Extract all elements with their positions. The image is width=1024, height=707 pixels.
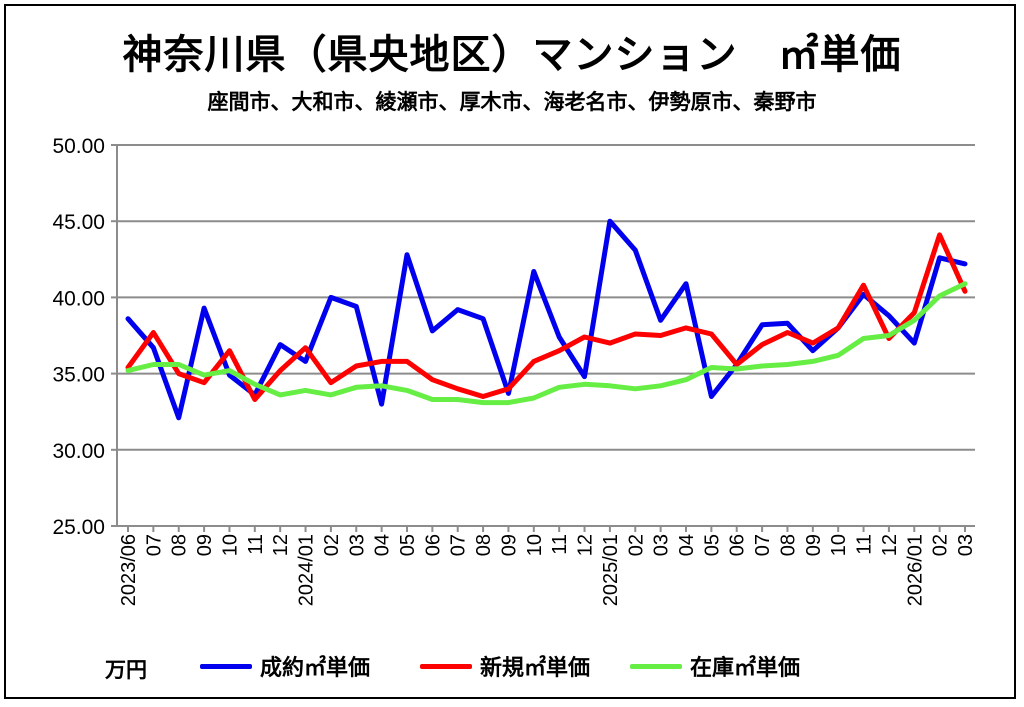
x-tick-label: 10 bbox=[828, 534, 850, 556]
series-line-2 bbox=[125, 281, 968, 406]
x-tick-label: 03 bbox=[955, 534, 977, 556]
chart-title: 神奈川県（県央地区）マンション ㎡単価 bbox=[122, 32, 902, 78]
x-tick-label: 09 bbox=[498, 534, 520, 556]
y-tick-label: 50.00 bbox=[52, 135, 105, 158]
legend-item-new: 新規㎡単価 bbox=[420, 650, 590, 682]
legend-swatch bbox=[630, 663, 682, 669]
x-tick-label: 02 bbox=[930, 534, 952, 556]
x-tick-label: 12 bbox=[270, 534, 292, 556]
series-line-0 bbox=[125, 218, 968, 421]
chart-frame bbox=[4, 4, 1016, 699]
x-tick-label: 02 bbox=[625, 534, 647, 556]
x-tick-label: 06 bbox=[727, 534, 749, 556]
x-tick-label: 03 bbox=[651, 534, 673, 556]
x-tick-label: 07 bbox=[143, 534, 165, 556]
x-tick-label: 08 bbox=[777, 534, 799, 556]
y-tick-label: 30.00 bbox=[52, 440, 105, 463]
legend-item-stock: 在庫㎡単価 bbox=[630, 650, 800, 682]
legend-label: 成約㎡単価 bbox=[260, 656, 371, 681]
x-tick-label: 06 bbox=[422, 534, 444, 556]
x-tick-label: 07 bbox=[752, 534, 774, 556]
legend: 万円 成約㎡単価 新規㎡単価 在庫㎡単価 bbox=[0, 648, 1024, 684]
y-tick-label: 40.00 bbox=[52, 287, 105, 310]
x-tick-label: 2026/01 bbox=[904, 534, 926, 606]
x-tick-label: 09 bbox=[803, 534, 825, 556]
x-tick-label: 09 bbox=[194, 534, 216, 556]
legend-swatch bbox=[420, 663, 472, 669]
series-line-1 bbox=[125, 232, 968, 402]
y-tick-label: 35.00 bbox=[52, 364, 105, 387]
x-tick-label: 07 bbox=[448, 534, 470, 556]
x-tick-label: 11 bbox=[245, 534, 267, 555]
legend-label: 在庫㎡単価 bbox=[690, 656, 801, 681]
y-tick-label: 45.00 bbox=[52, 211, 105, 234]
x-tick-label: 02 bbox=[321, 534, 343, 556]
x-tick-label: 2024/01 bbox=[296, 534, 318, 606]
x-tick-label: 03 bbox=[346, 534, 368, 556]
legend-item-contract: 成約㎡単価 bbox=[200, 650, 370, 682]
legend-swatch bbox=[200, 663, 252, 669]
y-unit-label: 万円 bbox=[105, 658, 147, 682]
x-tick-label: 04 bbox=[372, 534, 394, 556]
chart-subtitle: 座間市、大和市、綾瀬市、厚木市、海老名市、伊勢原市、秦野市 bbox=[207, 90, 817, 114]
x-tick-label: 12 bbox=[575, 534, 597, 556]
x-tick-label: 11 bbox=[854, 534, 876, 555]
x-tick-label: 05 bbox=[701, 534, 723, 556]
legend-label: 新規㎡単価 bbox=[480, 656, 591, 681]
x-tick-label: 2025/01 bbox=[600, 534, 622, 606]
x-tick-label: 10 bbox=[524, 534, 546, 556]
x-tick-label: 10 bbox=[219, 534, 241, 556]
x-tick-label: 11 bbox=[549, 534, 571, 555]
y-tick-label: 25.00 bbox=[52, 516, 105, 539]
x-tick-label: 2023/06 bbox=[118, 534, 140, 606]
x-tick-label: 04 bbox=[676, 534, 698, 556]
x-tick-label: 05 bbox=[397, 534, 419, 556]
x-tick-label: 12 bbox=[879, 534, 901, 556]
x-tick-label: 08 bbox=[169, 534, 191, 556]
x-tick-label: 08 bbox=[473, 534, 495, 556]
